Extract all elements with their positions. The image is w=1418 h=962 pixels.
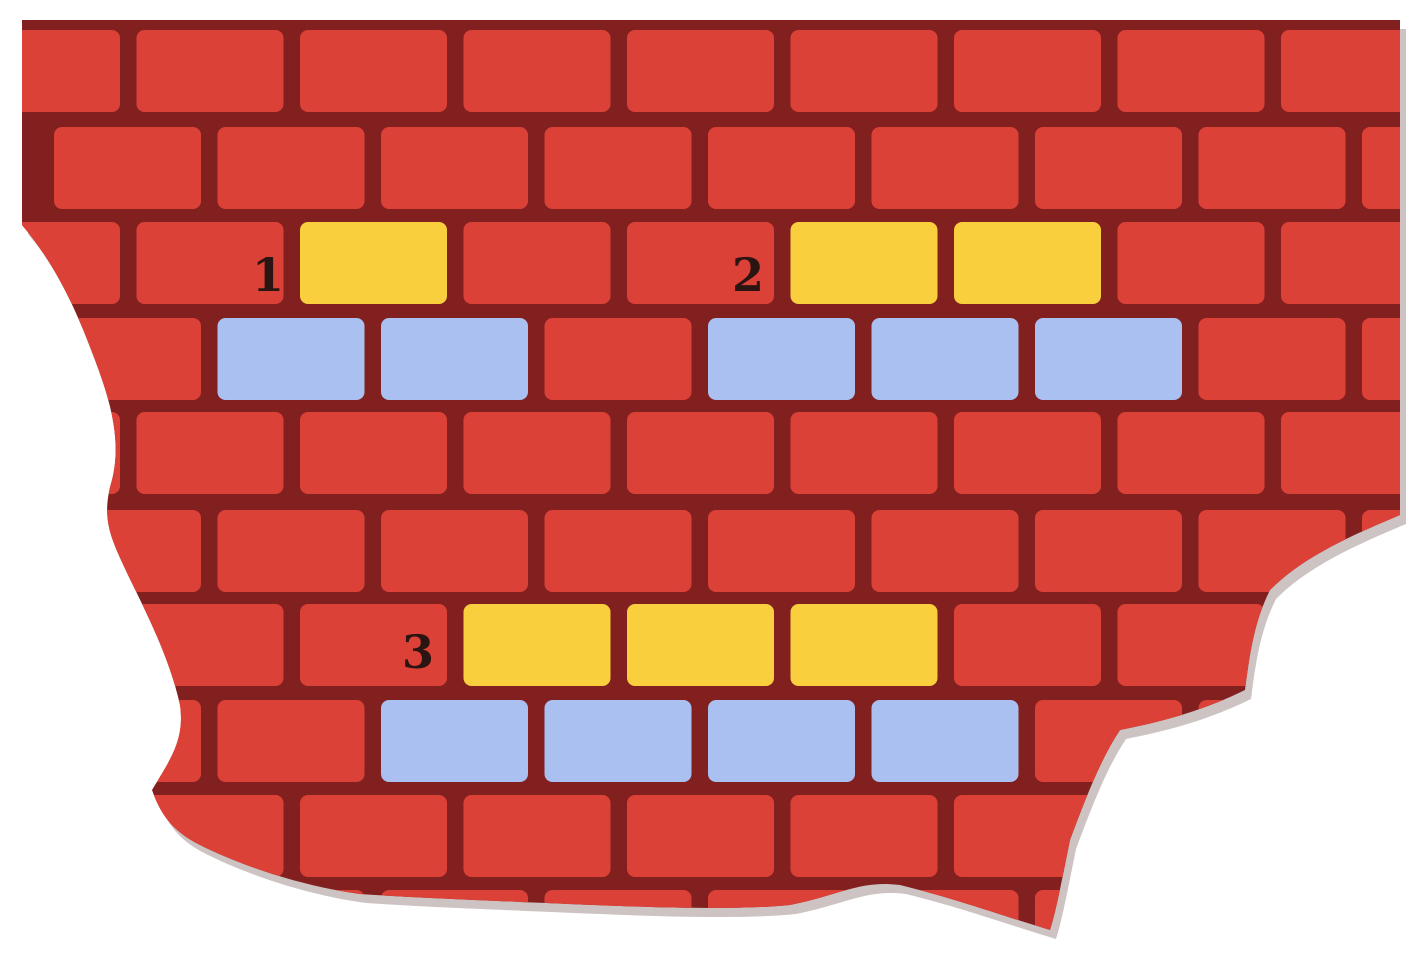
red-brick <box>217 510 365 592</box>
red-brick <box>544 890 692 930</box>
red-brick <box>463 30 611 112</box>
red-brick <box>1198 127 1346 209</box>
red-brick <box>708 510 855 592</box>
red-brick <box>136 604 284 686</box>
red-brick <box>627 222 774 304</box>
red-brick <box>544 510 692 592</box>
pattern-2-yellow-brick <box>954 222 1101 304</box>
pattern-1-label: 1 <box>252 248 284 302</box>
red-brick <box>463 222 611 304</box>
red-brick <box>54 510 201 592</box>
red-brick <box>1281 30 1400 112</box>
pattern-3-blue-brick <box>381 700 528 782</box>
pattern-3-yellow-brick <box>790 604 938 686</box>
pattern-1-blue-brick <box>381 318 528 400</box>
red-brick <box>1198 318 1346 400</box>
red-brick <box>954 604 1101 686</box>
red-brick <box>54 318 201 400</box>
pattern-3-blue-brick <box>544 700 692 782</box>
red-brick <box>1117 412 1265 494</box>
pattern-3-yellow-brick <box>463 604 611 686</box>
pattern-2-blue-brick <box>708 318 855 400</box>
red-brick <box>136 222 284 304</box>
red-brick <box>1035 127 1182 209</box>
red-brick <box>790 30 938 112</box>
red-brick <box>708 127 855 209</box>
red-brick <box>1117 222 1265 304</box>
pattern-labels: 1 2 3 <box>252 248 764 679</box>
red-brick <box>22 795 120 877</box>
red-brick <box>463 412 611 494</box>
red-brick <box>1117 30 1265 112</box>
red-brick <box>790 412 938 494</box>
red-brick <box>1117 604 1265 686</box>
red-brick <box>217 127 365 209</box>
red-brick <box>1117 795 1265 877</box>
red-brick <box>22 222 120 304</box>
red-brick <box>1035 510 1182 592</box>
red-brick <box>136 30 284 112</box>
red-brick <box>1281 222 1400 304</box>
red-brick <box>627 795 774 877</box>
red-brick <box>871 510 1019 592</box>
pattern-1-blue-brick <box>217 318 365 400</box>
red-brick <box>22 604 120 686</box>
red-brick <box>217 890 365 930</box>
red-brick <box>136 412 284 494</box>
red-brick <box>544 127 692 209</box>
pattern-3-blue-brick <box>871 700 1019 782</box>
pattern-2-blue-brick <box>871 318 1019 400</box>
red-brick <box>1362 700 1400 782</box>
red-brick <box>22 412 120 494</box>
pattern-1-yellow-brick <box>300 222 447 304</box>
pattern-2-label: 2 <box>732 248 764 302</box>
red-brick <box>381 127 528 209</box>
red-brick <box>1362 127 1400 209</box>
red-brick <box>627 30 774 112</box>
red-brick <box>627 412 774 494</box>
red-brick <box>1362 318 1400 400</box>
red-brick <box>1281 604 1400 686</box>
red-brick <box>300 30 447 112</box>
red-brick <box>544 318 692 400</box>
red-brick <box>954 795 1101 877</box>
red-brick <box>300 604 447 686</box>
red-brick <box>954 30 1101 112</box>
red-brick <box>790 795 938 877</box>
red-brick <box>1281 795 1400 877</box>
red-brick <box>54 890 201 930</box>
red-brick <box>1281 412 1400 494</box>
red-brick <box>300 795 447 877</box>
red-brick <box>954 412 1101 494</box>
red-brick <box>136 795 284 877</box>
red-brick <box>217 700 365 782</box>
red-brick <box>1198 890 1346 930</box>
pattern-3-blue-brick <box>708 700 855 782</box>
red-brick <box>463 795 611 877</box>
pattern-2-yellow-brick <box>790 222 938 304</box>
red-brick <box>1362 890 1400 930</box>
pattern-3-label: 3 <box>402 625 434 679</box>
red-brick <box>300 412 447 494</box>
pattern-3-yellow-brick <box>627 604 774 686</box>
pattern-2-blue-brick <box>1035 318 1182 400</box>
red-brick <box>54 700 201 782</box>
red-brick <box>871 127 1019 209</box>
red-brick <box>54 127 201 209</box>
red-brick <box>381 510 528 592</box>
red-brick <box>22 30 120 112</box>
